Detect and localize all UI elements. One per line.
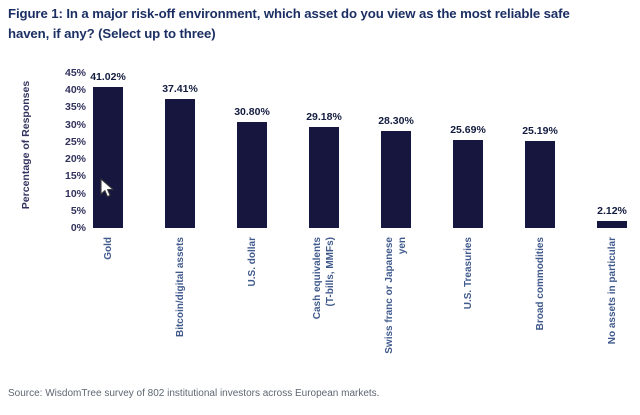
category-label: Cash equivalents (T-bills, MMFs) — [312, 237, 336, 320]
bar-value-label: 2.12% — [597, 204, 627, 217]
y-tick-label: 40% — [64, 84, 86, 97]
bar-value-label: 41.02% — [90, 70, 126, 83]
category-label: Broad commodities — [534, 237, 546, 331]
y-axis-title: Percentage of Responses — [20, 80, 32, 210]
y-tick-label: 10% — [64, 187, 86, 200]
category-label: Swiss franc or Japanese yen — [384, 237, 408, 354]
bar-value-label: 25.69% — [450, 123, 486, 136]
category-label: U.S. Treasuries — [462, 237, 474, 310]
y-tick-label: 20% — [64, 153, 86, 166]
y-tick-label: 5% — [70, 204, 86, 217]
bar — [237, 121, 267, 228]
bar-value-label: 29.18% — [306, 111, 342, 124]
y-tick-label: 15% — [64, 170, 86, 183]
bar — [597, 220, 627, 228]
bar — [453, 139, 483, 228]
category-label: No assets in particular — [606, 237, 618, 345]
category-label: Gold — [102, 237, 114, 260]
bar — [165, 99, 195, 228]
figure-title: Figure 1: In a major risk-off environmen… — [8, 6, 570, 41]
source-note: Source: WisdomTree survey of 802 institu… — [8, 388, 380, 399]
y-tick-label: 35% — [64, 101, 86, 114]
bar-chart: Percentage of Responses 45% 40% 35% 30% 25% 2… — [20, 67, 627, 354]
y-tick-label: 30% — [64, 118, 86, 131]
y-tick-label: 45% — [64, 67, 86, 79]
bar-value-label: 25.19% — [522, 125, 558, 138]
category-label: U.S. dollar — [246, 237, 258, 287]
y-tick-label: 25% — [64, 135, 86, 148]
bar — [309, 127, 339, 228]
bar-value-label: 37.41% — [162, 83, 198, 96]
category-label: Bitcoin/digital assets — [174, 237, 186, 338]
bar — [381, 130, 411, 228]
bar-value-label: 28.30% — [378, 114, 414, 127]
mouse-cursor — [100, 178, 114, 198]
bar-value-label: 30.80% — [234, 105, 270, 118]
y-tick-label: 0% — [70, 222, 86, 234]
bar — [93, 86, 123, 228]
bar — [525, 141, 555, 228]
